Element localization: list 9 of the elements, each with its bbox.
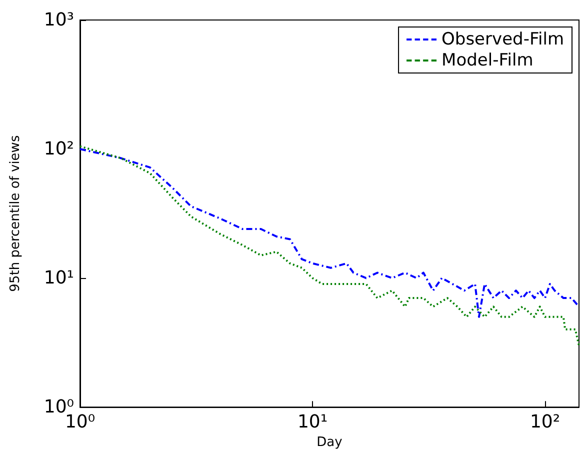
legend-label: Observed-Film (442, 30, 564, 50)
x-axis-title: Day (316, 435, 343, 450)
y-axis-title: 95th percentile of views (8, 135, 23, 292)
y-tick-label: 10³ (44, 10, 74, 30)
x-tick-label: 10² (530, 412, 560, 433)
x-tick-label: 10¹ (297, 412, 328, 433)
y-tick-label: 10² (44, 138, 74, 160)
legend-label: Model-Film (442, 50, 534, 70)
y-tick-label: 10¹ (44, 268, 74, 289)
